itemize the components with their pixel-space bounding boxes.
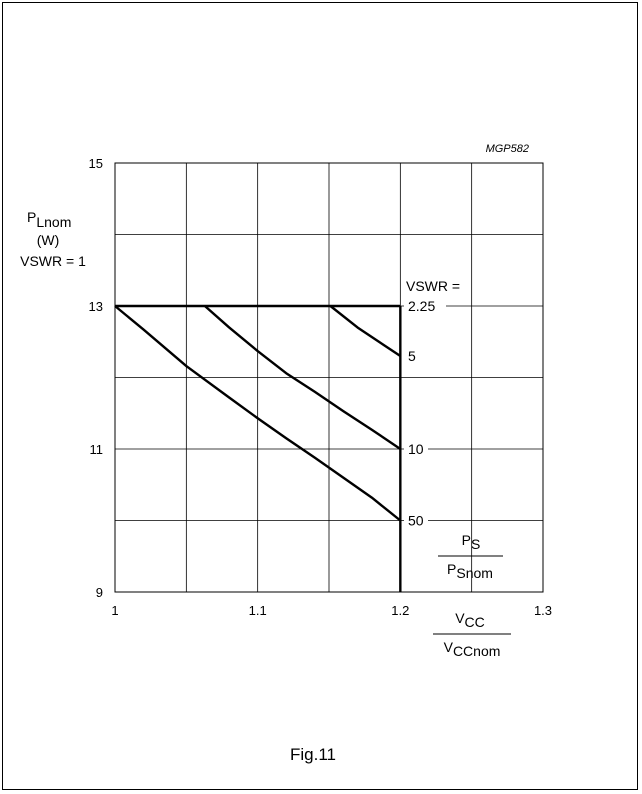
x-tick-label-0: 1 — [111, 603, 118, 618]
vswr-labels: VSWR = 2.25 5 10 50 — [404, 278, 460, 529]
series-line-3 — [204, 305, 402, 450]
vswr-label-1: 5 — [408, 348, 416, 364]
series-line-4 — [114, 305, 402, 522]
x-den-main: V — [444, 639, 454, 655]
x-tick-label-1: 1.1 — [249, 603, 267, 618]
y-axis-label-sub: Lnom — [36, 214, 71, 230]
ps-num-main: P — [462, 532, 471, 548]
y-tick-label-3: 15 — [89, 156, 103, 171]
ps-denominator: PSnom — [447, 561, 493, 581]
ps-numerator: PS — [462, 532, 481, 552]
x-num-sub: CC — [465, 614, 485, 630]
y-tick-label-1: 11 — [90, 442, 104, 457]
vswr-label-bg-1 — [404, 347, 419, 365]
plot-border — [114, 162, 544, 593]
y-tick-label-0: 9 — [96, 585, 103, 600]
y-axis-unit: (W) — [37, 232, 60, 248]
tick-labels: 1 1.1 1.2 1.3 9 11 13 15 — [89, 156, 553, 618]
vswr-label-bg-2 — [404, 440, 428, 457]
x-tick-label-3: 1.3 — [534, 603, 552, 618]
y-tick-label-2: 13 — [89, 299, 103, 314]
vswr-label-bg-3 — [404, 511, 428, 529]
chart-code: MGP582 — [486, 143, 529, 155]
vswr-label-0: 2.25 — [408, 298, 435, 314]
x-den-sub: CCnom — [453, 643, 500, 659]
ps-num-sub: S — [471, 536, 480, 552]
ps-den-main: P — [447, 561, 456, 577]
figure-caption: Fig.11 — [290, 745, 336, 764]
ps-den-sub: Snom — [456, 565, 493, 581]
x-num-main: V — [455, 610, 465, 626]
grid — [115, 163, 543, 592]
y-axis-label-main: P — [27, 209, 36, 225]
vswr-title: VSWR = — [406, 278, 460, 294]
y-axis-label: PLnom — [27, 209, 71, 230]
vswr-label-3: 50 — [408, 513, 424, 529]
x-axis-denominator: VCCnom — [444, 639, 501, 659]
curves — [114, 304, 402, 592]
vswr-label-bg-0 — [404, 297, 446, 314]
x-axis-numerator: VCC — [455, 610, 485, 630]
plot-area — [114, 162, 544, 593]
x-tick-label-2: 1.2 — [391, 603, 409, 618]
vswr-label-2: 10 — [408, 441, 424, 457]
series-line-2 — [329, 305, 401, 358]
y-axis-condition: VSWR = 1 — [20, 253, 86, 269]
